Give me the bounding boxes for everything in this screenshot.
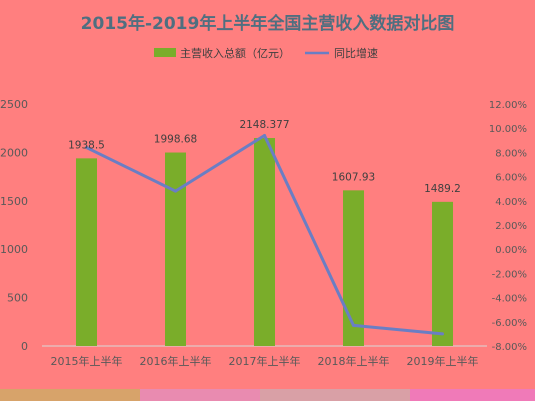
bar-5 [432, 201, 453, 346]
bar-3 [254, 138, 275, 346]
legend-label-bar: 主营收入总额（亿元） [180, 46, 290, 60]
growth-point-4 [352, 323, 355, 327]
y-left-tick-label: 2000 [0, 146, 28, 159]
growth-point-2 [174, 189, 177, 193]
x-tick-label: 2015年上半年 [51, 354, 123, 368]
y-right-tick-label: 10.00% [489, 124, 527, 135]
x-tick-label: 2018年上半年 [318, 354, 390, 368]
bar-value-label: 1607.93 [332, 171, 375, 183]
bar-value-label: 1938.5 [68, 139, 105, 151]
y-right-tick-label: -2.00% [492, 269, 527, 280]
bar-value-label: 1998.68 [154, 134, 197, 146]
growth-point-5 [441, 332, 444, 336]
bottom-decoration-band [0, 389, 535, 401]
y-left-tick-label: 0 [21, 340, 28, 353]
bar-value-label: 2148.377 [239, 119, 289, 131]
bar-4 [343, 190, 364, 346]
data-labels: 1938.5 1998.68 2148.377 1607.93 1489.2 [68, 119, 461, 195]
y-right-tick-label: 0.00% [495, 245, 527, 256]
y-right-tick-label: 4.00% [495, 197, 527, 208]
y-left-tick-label: 500 [7, 292, 28, 305]
line-series [85, 133, 444, 336]
growth-point-1 [85, 146, 88, 150]
x-tick-label: 2016年上半年 [140, 354, 212, 368]
bar-value-label: 1489.2 [424, 183, 461, 195]
y-right-tick-label: 8.00% [495, 148, 527, 159]
legend-label-line: 同比增速 [334, 46, 378, 60]
y-right-tick-label: 12.00% [489, 100, 527, 111]
chart-title: 2015年-2019年上半年全国主营收入数据对比图 [81, 13, 455, 34]
bar-1 [76, 158, 97, 346]
y-right-tick-label: 6.00% [495, 173, 527, 184]
y-right-tick-label: -6.00% [492, 318, 527, 329]
legend-swatch-bar [154, 48, 176, 57]
y-axis-right: -8.00% -6.00% -4.00% -2.00% 0.00% 2.00% 4.00% 6… [489, 100, 527, 353]
x-tick-label: 2017年上半年 [229, 354, 301, 368]
bar-2 [165, 152, 186, 346]
bar-series [76, 138, 453, 346]
y-right-tick-label: -4.00% [492, 294, 527, 305]
y-axis-left: 0 500 1000 1500 2000 2500 [0, 98, 28, 353]
y-right-tick-label: 2.00% [495, 221, 527, 232]
y-right-tick-label: -8.00% [492, 342, 527, 353]
x-axis: 2015年上半年 2016年上半年 2017年上半年 2018年上半年 2019年上半年 [51, 354, 479, 368]
y-left-tick-label: 2500 [0, 98, 28, 111]
legend: 主营收入总额（亿元） 同比增速 [154, 46, 378, 60]
x-tick-label: 2019年上半年 [407, 354, 479, 368]
growth-point-3 [263, 133, 266, 137]
y-left-tick-label: 1000 [0, 243, 28, 256]
y-left-tick-label: 1500 [0, 195, 28, 208]
